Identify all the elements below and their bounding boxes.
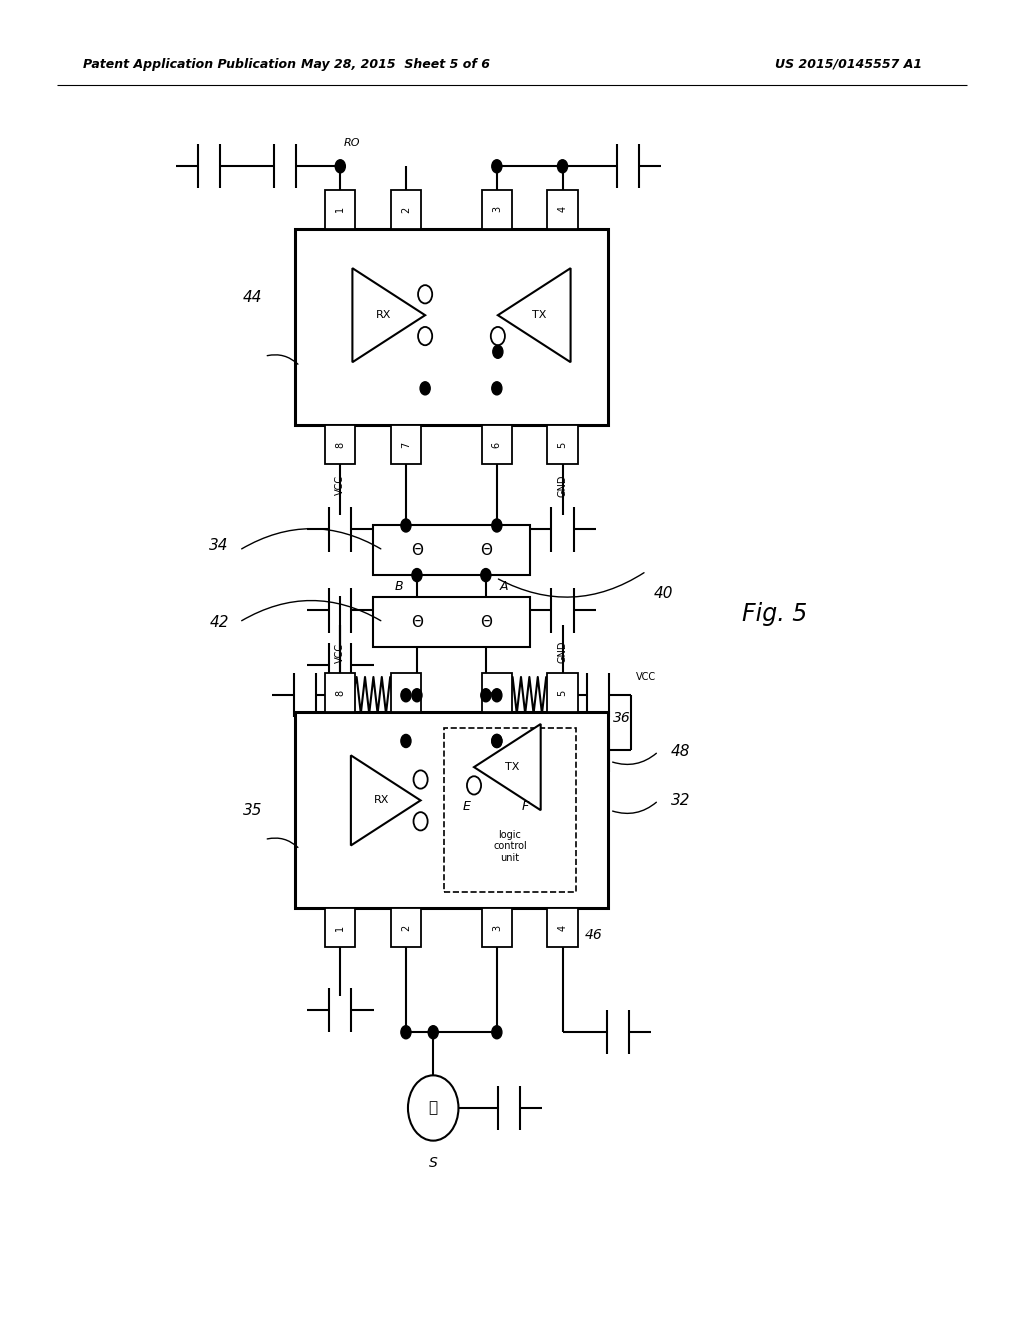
Text: TX: TX xyxy=(505,762,519,772)
Text: 1: 1 xyxy=(335,925,345,931)
Text: 46: 46 xyxy=(585,928,603,941)
Text: US 2015/0145557 A1: US 2015/0145557 A1 xyxy=(774,58,922,71)
Text: 8: 8 xyxy=(335,689,345,696)
Text: 48: 48 xyxy=(671,744,690,759)
Polygon shape xyxy=(351,755,421,846)
Text: A: A xyxy=(500,581,509,593)
Circle shape xyxy=(412,569,422,582)
Bar xyxy=(548,908,578,948)
Bar xyxy=(481,190,512,228)
Circle shape xyxy=(492,519,502,532)
Circle shape xyxy=(492,381,502,395)
Text: 6: 6 xyxy=(492,689,502,696)
Circle shape xyxy=(420,381,430,395)
Bar xyxy=(373,598,529,647)
Circle shape xyxy=(400,734,411,747)
Circle shape xyxy=(557,160,567,173)
Text: 7: 7 xyxy=(401,689,411,696)
Text: Θ: Θ xyxy=(411,615,423,630)
Bar xyxy=(295,713,608,908)
Text: E: E xyxy=(463,800,470,813)
Text: 4: 4 xyxy=(557,925,567,931)
Text: RX: RX xyxy=(374,796,389,805)
Text: GND: GND xyxy=(557,474,567,498)
Bar xyxy=(326,673,355,713)
Text: 4: 4 xyxy=(557,206,567,213)
Text: VCC: VCC xyxy=(335,474,345,495)
Text: RX: RX xyxy=(376,310,391,321)
Text: 42: 42 xyxy=(209,615,228,630)
Polygon shape xyxy=(498,268,570,362)
Text: 35: 35 xyxy=(243,803,262,817)
Bar xyxy=(326,425,355,465)
Text: 2: 2 xyxy=(401,924,411,931)
Bar xyxy=(548,190,578,228)
Text: Θ: Θ xyxy=(480,615,492,630)
Bar xyxy=(481,908,512,948)
Text: VCC: VCC xyxy=(335,643,345,663)
Bar xyxy=(391,190,421,228)
Circle shape xyxy=(492,160,502,173)
Circle shape xyxy=(493,346,503,358)
Text: Fig. 5: Fig. 5 xyxy=(742,602,807,626)
Text: 3: 3 xyxy=(492,925,502,931)
Text: 6: 6 xyxy=(492,441,502,447)
Text: 8: 8 xyxy=(335,441,345,447)
Text: F: F xyxy=(521,800,528,813)
Text: 1: 1 xyxy=(335,206,345,213)
Text: 34: 34 xyxy=(209,537,228,553)
Bar xyxy=(295,228,608,425)
Bar xyxy=(391,425,421,465)
Text: VCC: VCC xyxy=(636,672,656,682)
Circle shape xyxy=(481,569,490,582)
Bar xyxy=(391,908,421,948)
Text: S: S xyxy=(429,1156,437,1171)
Text: Patent Application Publication: Patent Application Publication xyxy=(83,58,296,71)
Bar xyxy=(548,425,578,465)
Circle shape xyxy=(492,734,502,747)
Circle shape xyxy=(492,1026,502,1039)
Text: 44: 44 xyxy=(243,290,262,305)
Circle shape xyxy=(481,689,490,702)
Bar xyxy=(481,425,512,465)
Text: RO: RO xyxy=(344,139,360,148)
Text: GND: GND xyxy=(557,640,567,663)
Text: 36: 36 xyxy=(613,711,631,725)
Text: 5: 5 xyxy=(557,441,567,447)
Text: TX: TX xyxy=(531,310,546,321)
Text: Θ: Θ xyxy=(411,543,423,558)
Bar xyxy=(373,525,529,576)
Circle shape xyxy=(412,689,422,702)
Circle shape xyxy=(400,1026,411,1039)
Bar xyxy=(444,727,575,892)
Polygon shape xyxy=(474,723,541,810)
Text: 7: 7 xyxy=(401,441,411,447)
Text: 40: 40 xyxy=(653,586,673,601)
Text: B: B xyxy=(394,581,402,593)
Circle shape xyxy=(335,160,345,173)
Text: Ⓜ: Ⓜ xyxy=(429,1101,438,1115)
Circle shape xyxy=(492,689,502,702)
Text: 3: 3 xyxy=(492,206,502,213)
Circle shape xyxy=(492,734,502,747)
Circle shape xyxy=(428,1026,438,1039)
Text: 5: 5 xyxy=(557,689,567,696)
Circle shape xyxy=(400,519,411,532)
Text: 2: 2 xyxy=(401,206,411,213)
Text: Θ: Θ xyxy=(480,543,492,558)
Bar xyxy=(326,190,355,228)
Polygon shape xyxy=(352,268,425,362)
Circle shape xyxy=(400,689,411,702)
Text: 32: 32 xyxy=(671,793,690,808)
Bar xyxy=(481,673,512,713)
Text: May 28, 2015  Sheet 5 of 6: May 28, 2015 Sheet 5 of 6 xyxy=(301,58,490,71)
Bar xyxy=(548,673,578,713)
Text: 38: 38 xyxy=(427,734,444,748)
Bar xyxy=(391,673,421,713)
Text: logic
control
unit: logic control unit xyxy=(494,830,527,863)
Bar xyxy=(326,908,355,948)
